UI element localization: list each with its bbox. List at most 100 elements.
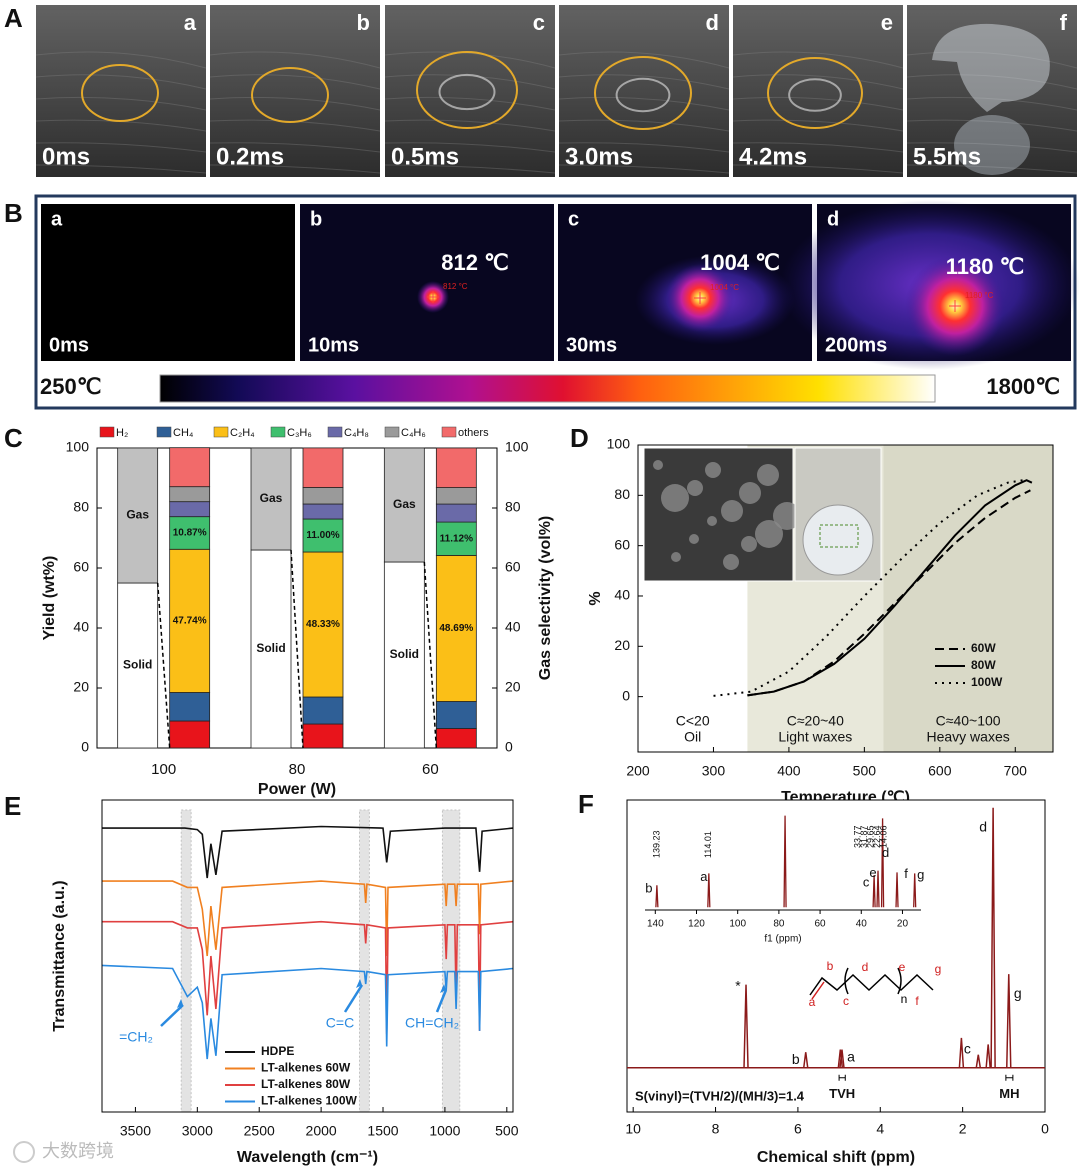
x-tick-label: 6 bbox=[794, 1121, 802, 1137]
thermal-frame bbox=[41, 204, 295, 361]
texture bbox=[906, 119, 1078, 132]
inset-peak bbox=[876, 870, 880, 908]
texture bbox=[732, 142, 904, 153]
y2-axis-label: Gas selectivity (vol%) bbox=[537, 516, 554, 681]
annotation: CH=CH₂ bbox=[405, 1015, 459, 1031]
x-tick-label: 0 bbox=[1041, 1121, 1049, 1137]
segment-name: Solid bbox=[390, 647, 419, 661]
shift-label: 33.77 bbox=[852, 825, 862, 848]
particle bbox=[723, 554, 739, 570]
shift-label: 22.64 bbox=[872, 825, 882, 848]
bar-segment bbox=[302, 696, 344, 725]
peak bbox=[839, 1049, 845, 1068]
x-tick-label: 10 bbox=[625, 1121, 641, 1137]
texture bbox=[906, 51, 1078, 69]
peak-label: * bbox=[735, 977, 741, 993]
segment-name: Gas bbox=[260, 491, 283, 505]
bar-segment bbox=[169, 692, 211, 722]
texture bbox=[209, 164, 381, 174]
particle bbox=[741, 536, 757, 552]
inset-peak-label: f bbox=[904, 866, 908, 881]
annotation: S(vinyl)=(TVH/2)/(MH/3)=1.4 bbox=[635, 1088, 805, 1103]
inset-tick-label: 60 bbox=[815, 919, 827, 930]
bar-segment bbox=[435, 701, 477, 729]
frame-time: 30ms bbox=[566, 334, 617, 356]
temperature: 1004 ℃ bbox=[700, 250, 780, 275]
shift-label: 139.23 bbox=[651, 830, 661, 858]
bar-segment bbox=[117, 447, 159, 584]
photo-frame bbox=[559, 5, 729, 177]
x-axis-label: Power (W) bbox=[258, 781, 336, 798]
x-tick-label: 3500 bbox=[120, 1123, 151, 1139]
peak-label: d bbox=[979, 819, 987, 835]
legend-label: H₂ bbox=[116, 427, 128, 439]
particle bbox=[671, 552, 681, 562]
particle bbox=[705, 462, 721, 478]
bar-segment bbox=[383, 447, 425, 563]
x-tick-label: 2500 bbox=[244, 1123, 275, 1139]
particle bbox=[653, 460, 663, 470]
watermark: 大数跨境 bbox=[42, 1141, 114, 1161]
texture bbox=[906, 96, 1078, 111]
value-label: 48.69% bbox=[439, 623, 473, 634]
inset-axis-label: f1 (ppm) bbox=[764, 934, 801, 945]
inset-peak-label: b bbox=[645, 881, 652, 896]
value-label: 11.00% bbox=[306, 530, 339, 541]
texture bbox=[558, 74, 730, 90]
highlight-ring bbox=[594, 56, 692, 130]
peak-label: c bbox=[964, 1041, 971, 1057]
y-tick-label: 60 bbox=[73, 559, 89, 575]
segment-name: Gas bbox=[393, 497, 416, 511]
bar-segment bbox=[435, 487, 477, 505]
x-tick-label: 400 bbox=[777, 763, 801, 779]
series-line bbox=[101, 964, 514, 1060]
bar-segment bbox=[302, 447, 344, 488]
x-tick-label: 2 bbox=[959, 1121, 967, 1137]
frame-letter: c bbox=[568, 208, 579, 230]
region-label: C<20 bbox=[676, 713, 710, 729]
peak bbox=[990, 807, 996, 1068]
inset-peak bbox=[913, 873, 917, 908]
frame-letter: a bbox=[184, 10, 197, 35]
connector bbox=[290, 549, 304, 749]
bar-segment bbox=[302, 503, 344, 520]
texture bbox=[558, 51, 730, 69]
y-tick-label: 0 bbox=[81, 739, 89, 755]
colorbar-min: 250℃ bbox=[40, 374, 101, 399]
peak bbox=[743, 984, 749, 1068]
frame-time: 3.0ms bbox=[565, 143, 633, 170]
bar-segment bbox=[383, 561, 425, 749]
peak bbox=[985, 1044, 991, 1068]
particle bbox=[689, 534, 699, 544]
bar-segment bbox=[250, 549, 292, 749]
segment-name: Solid bbox=[123, 658, 152, 672]
peak bbox=[975, 1054, 982, 1068]
shaded-band bbox=[180, 809, 192, 1113]
annotation-arrow bbox=[343, 984, 364, 1013]
integral-label: MH bbox=[999, 1086, 1019, 1101]
texture bbox=[384, 51, 556, 69]
legend-label: LT-alkenes 100W bbox=[261, 1094, 357, 1108]
disturbance bbox=[438, 73, 496, 111]
legend-label: C₂H₄ bbox=[230, 427, 255, 439]
bar-segment bbox=[250, 447, 292, 551]
inset-tick-label: 140 bbox=[647, 919, 664, 930]
inset-tick-label: 80 bbox=[773, 919, 785, 930]
inset-peak-label: c bbox=[863, 875, 870, 890]
x-tick-label: 3000 bbox=[182, 1123, 213, 1139]
frame-letter: a bbox=[51, 208, 63, 230]
colorbar bbox=[159, 374, 936, 403]
legend-label: LT-alkenes 60W bbox=[261, 1061, 351, 1075]
y-tick-label: 100 bbox=[66, 439, 90, 455]
structure-label: e bbox=[899, 960, 906, 974]
colorbar-max: 1800℃ bbox=[986, 374, 1060, 399]
inset-peak bbox=[707, 873, 711, 908]
texture bbox=[384, 119, 556, 132]
panel-label: B bbox=[4, 198, 23, 228]
panel-label: F bbox=[578, 789, 594, 819]
legend-swatch bbox=[99, 426, 115, 438]
inset-peak-label: g bbox=[917, 867, 924, 882]
series-line bbox=[102, 880, 514, 957]
particle bbox=[757, 464, 779, 486]
y-tick-label: 60 bbox=[614, 536, 630, 552]
